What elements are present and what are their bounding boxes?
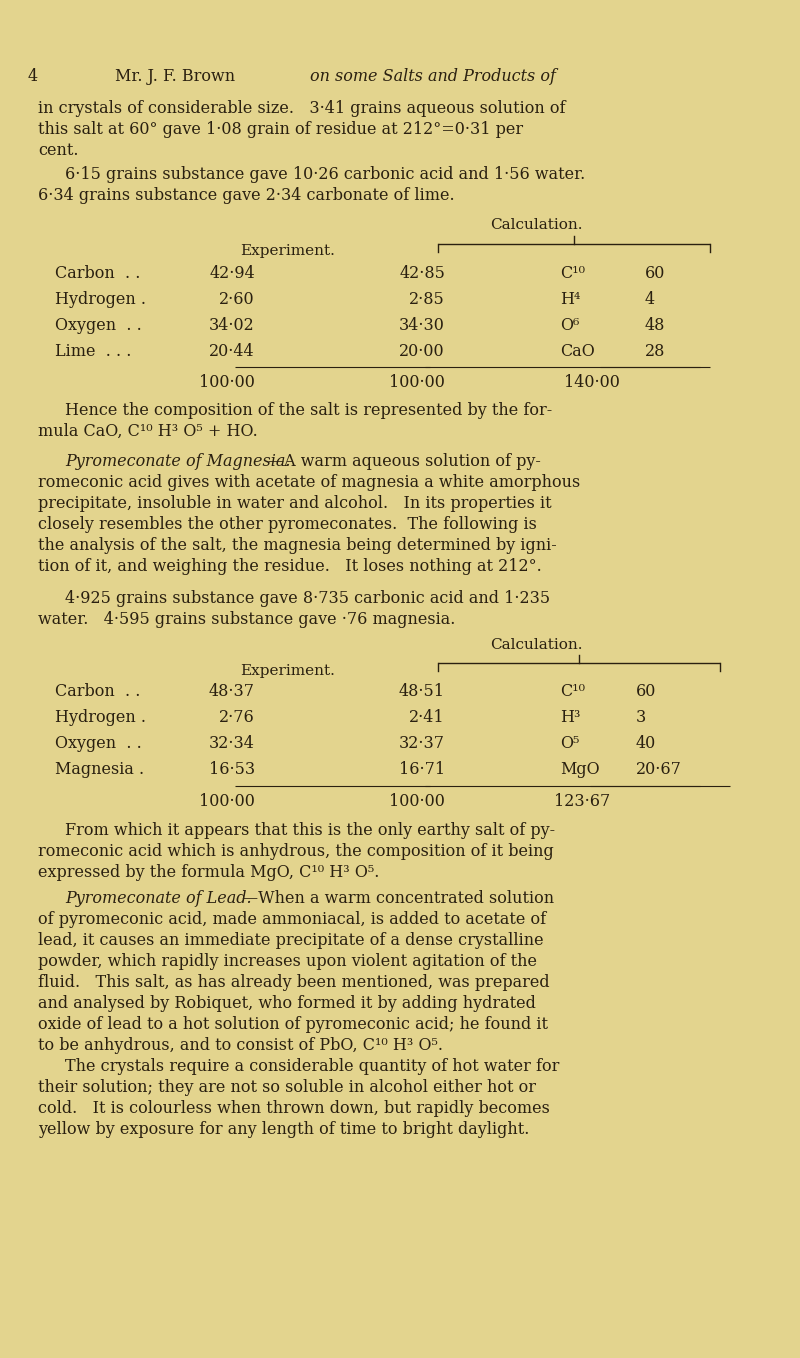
Text: closely resembles the other pyromeconates.  The following is: closely resembles the other pyromeconate… xyxy=(38,516,537,532)
Text: on some Salts and Products of: on some Salts and Products of xyxy=(310,68,556,86)
Text: 32·34: 32·34 xyxy=(209,735,255,752)
Text: MgO: MgO xyxy=(560,760,600,778)
Text: 100·00: 100·00 xyxy=(389,793,445,809)
Text: 48·37: 48·37 xyxy=(209,683,255,699)
Text: —A warm aqueous solution of py-: —A warm aqueous solution of py- xyxy=(268,454,541,470)
Text: mula CaO, C¹⁰ H³ O⁵ + HO.: mula CaO, C¹⁰ H³ O⁵ + HO. xyxy=(38,422,258,440)
Text: water.   4·595 grains substance gave ·76 magnesia.: water. 4·595 grains substance gave ·76 m… xyxy=(38,611,455,627)
Text: Pyromeconate of Magnesia.: Pyromeconate of Magnesia. xyxy=(65,454,290,470)
Text: —When a warm concentrated solution: —When a warm concentrated solution xyxy=(242,889,554,907)
Text: H³: H³ xyxy=(560,709,581,727)
Text: 16·71: 16·71 xyxy=(399,760,445,778)
Text: Hence the composition of the salt is represented by the for-: Hence the composition of the salt is rep… xyxy=(65,402,552,420)
Text: precipitate, insoluble in water and alcohol.   In its properties it: precipitate, insoluble in water and alco… xyxy=(38,496,552,512)
Text: Carbon  . .: Carbon . . xyxy=(55,683,140,699)
Text: the analysis of the salt, the magnesia being determined by igni-: the analysis of the salt, the magnesia b… xyxy=(38,536,557,554)
Text: H⁴: H⁴ xyxy=(560,291,580,308)
Text: 16·53: 16·53 xyxy=(209,760,255,778)
Text: cent.: cent. xyxy=(38,143,78,159)
Text: C¹⁰: C¹⁰ xyxy=(560,683,585,699)
Text: 4: 4 xyxy=(28,68,38,86)
Text: 20·44: 20·44 xyxy=(210,344,255,360)
Text: 100·00: 100·00 xyxy=(199,793,255,809)
Text: 140·00: 140·00 xyxy=(564,373,620,391)
Text: Oxygen  . .: Oxygen . . xyxy=(55,735,142,752)
Text: Experiment.: Experiment. xyxy=(240,244,335,258)
Text: cold.   It is colourless when thrown down, but rapidly becomes: cold. It is colourless when thrown down,… xyxy=(38,1100,550,1118)
Text: 2·41: 2·41 xyxy=(410,709,445,727)
Text: O⁶: O⁶ xyxy=(560,316,579,334)
Text: of pyromeconic acid, made ammoniacal, is added to acetate of: of pyromeconic acid, made ammoniacal, is… xyxy=(38,911,546,928)
Text: Hydrogen .: Hydrogen . xyxy=(55,709,146,727)
Text: 60: 60 xyxy=(645,265,666,282)
Text: 34·02: 34·02 xyxy=(210,316,255,334)
Text: 42·85: 42·85 xyxy=(399,265,445,282)
Text: 3: 3 xyxy=(636,709,646,727)
Text: 42·94: 42·94 xyxy=(210,265,255,282)
Text: CaO: CaO xyxy=(560,344,594,360)
Text: Magnesia .: Magnesia . xyxy=(55,760,144,778)
Text: 20·67: 20·67 xyxy=(636,760,682,778)
Text: C¹⁰: C¹⁰ xyxy=(560,265,585,282)
Text: 20·00: 20·00 xyxy=(399,344,445,360)
Text: 6·34 grains substance gave 2·34 carbonate of lime.: 6·34 grains substance gave 2·34 carbonat… xyxy=(38,187,454,204)
Text: 32·37: 32·37 xyxy=(399,735,445,752)
Text: Experiment.: Experiment. xyxy=(240,664,335,678)
Text: 6·15 grains substance gave 10·26 carbonic acid and 1·56 water.: 6·15 grains substance gave 10·26 carboni… xyxy=(65,166,586,183)
Text: Mr. J. F. Brown: Mr. J. F. Brown xyxy=(115,68,240,86)
Text: Lime  . . .: Lime . . . xyxy=(55,344,131,360)
Text: 2·60: 2·60 xyxy=(219,291,255,308)
Text: romeconic acid which is anhydrous, the composition of it being: romeconic acid which is anhydrous, the c… xyxy=(38,843,554,860)
Text: 4: 4 xyxy=(645,291,655,308)
Text: 123·67: 123·67 xyxy=(554,793,610,809)
Text: in crystals of considerable size.   3·41 grains aqueous solution of: in crystals of considerable size. 3·41 g… xyxy=(38,100,566,117)
Text: powder, which rapidly increases upon violent agitation of the: powder, which rapidly increases upon vio… xyxy=(38,953,537,970)
Text: fluid.   This salt, as has already been mentioned, was prepared: fluid. This salt, as has already been me… xyxy=(38,974,550,991)
Text: 60: 60 xyxy=(636,683,656,699)
Text: Pyromeconate of Lead.: Pyromeconate of Lead. xyxy=(65,889,252,907)
Text: 4·925 grains substance gave 8·735 carbonic acid and 1·235: 4·925 grains substance gave 8·735 carbon… xyxy=(65,589,550,607)
Text: 100·00: 100·00 xyxy=(389,373,445,391)
Text: 48·51: 48·51 xyxy=(399,683,445,699)
Text: 40: 40 xyxy=(636,735,656,752)
Text: oxide of lead to a hot solution of pyromeconic acid; he found it: oxide of lead to a hot solution of pyrom… xyxy=(38,1016,548,1033)
Text: to be anhydrous, and to consist of PbO, C¹⁰ H³ O⁵.: to be anhydrous, and to consist of PbO, … xyxy=(38,1038,443,1054)
Text: tion of it, and weighing the residue.   It loses nothing at 212°.: tion of it, and weighing the residue. It… xyxy=(38,558,542,574)
Text: yellow by exposure for any length of time to bright daylight.: yellow by exposure for any length of tim… xyxy=(38,1120,530,1138)
Text: O⁵: O⁵ xyxy=(560,735,579,752)
Text: this salt at 60° gave 1·08 grain of residue at 212°=0·31 per: this salt at 60° gave 1·08 grain of resi… xyxy=(38,121,523,139)
Text: Calculation.: Calculation. xyxy=(490,219,582,232)
Text: 100·00: 100·00 xyxy=(199,373,255,391)
Text: 34·30: 34·30 xyxy=(399,316,445,334)
Text: and analysed by Robiquet, who formed it by adding hydrated: and analysed by Robiquet, who formed it … xyxy=(38,995,536,1012)
Text: romeconic acid gives with acetate of magnesia a white amorphous: romeconic acid gives with acetate of mag… xyxy=(38,474,580,492)
Text: expressed by the formula MgO, C¹⁰ H³ O⁵.: expressed by the formula MgO, C¹⁰ H³ O⁵. xyxy=(38,864,379,881)
Text: Hydrogen .: Hydrogen . xyxy=(55,291,146,308)
Text: their solution; they are not so soluble in alcohol either hot or: their solution; they are not so soluble … xyxy=(38,1080,536,1096)
Text: The crystals require a considerable quantity of hot water for: The crystals require a considerable quan… xyxy=(65,1058,559,1076)
Text: Carbon  . .: Carbon . . xyxy=(55,265,140,282)
Text: 48: 48 xyxy=(645,316,666,334)
Text: Calculation.: Calculation. xyxy=(490,638,582,652)
Text: 28: 28 xyxy=(645,344,666,360)
Text: From which it appears that this is the only earthy salt of py-: From which it appears that this is the o… xyxy=(65,822,555,839)
Text: Oxygen  . .: Oxygen . . xyxy=(55,316,142,334)
Text: 2·85: 2·85 xyxy=(410,291,445,308)
Text: 2·76: 2·76 xyxy=(219,709,255,727)
Text: lead, it causes an immediate precipitate of a dense crystalline: lead, it causes an immediate precipitate… xyxy=(38,932,544,949)
